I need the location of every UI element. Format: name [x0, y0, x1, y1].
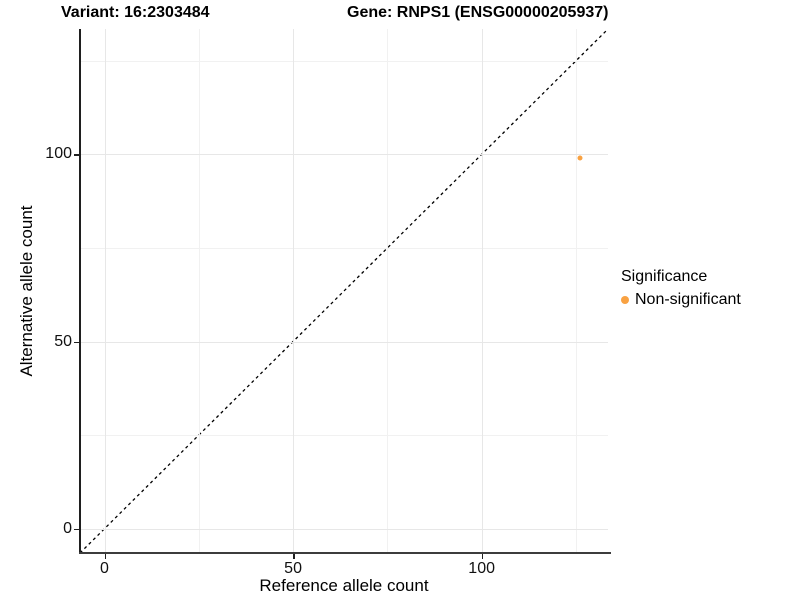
x-major-gridline	[104, 29, 106, 553]
x-major-gridline	[481, 29, 483, 553]
x-tick-label: 0	[100, 560, 109, 577]
legend-point-swatch-icon	[621, 296, 629, 304]
y-tick-label: 0	[63, 519, 72, 537]
x-axis-tick	[293, 554, 295, 559]
y-axis-tick	[74, 528, 79, 531]
y-major-gridline	[80, 154, 608, 156]
x-major-gridline	[293, 29, 295, 553]
y-major-gridline	[80, 528, 608, 530]
legend-item-non-significant: Non-significant	[621, 291, 741, 309]
y-tick-label: 100	[45, 145, 72, 163]
y-tick-label: 50	[54, 332, 72, 350]
x-minor-gridline	[575, 29, 577, 553]
x-tick-label: 100	[468, 560, 496, 577]
x-axis-title: Reference allele count	[259, 576, 429, 595]
x-minor-gridline	[198, 29, 200, 553]
variant-title: Variant: 16:2303484	[61, 4, 210, 21]
y-axis-tick	[74, 154, 79, 156]
identity-reference-line	[80, 29, 608, 553]
scatter-point	[577, 155, 583, 161]
gene-title: Gene: RNPS1 (ENSG00000205937)	[347, 4, 609, 21]
y-minor-gridline	[80, 247, 608, 249]
y-minor-gridline	[80, 60, 608, 62]
y-axis-tick	[74, 341, 79, 344]
plot-panel	[80, 29, 608, 553]
y-minor-gridline	[80, 435, 608, 437]
x-tick-label: 50	[284, 560, 302, 577]
x-axis-tick	[481, 554, 484, 559]
y-axis-title: Alternative allele count	[17, 205, 36, 377]
y-axis-line	[79, 29, 81, 554]
x-axis-tick	[104, 554, 106, 559]
y-major-gridline	[80, 341, 608, 343]
x-axis-line	[79, 552, 611, 554]
legend-title: Significance	[621, 268, 708, 285]
legend: Significance Non-significant	[621, 268, 741, 309]
legend-item-label: Non-significant	[635, 291, 741, 308]
x-minor-gridline	[387, 29, 389, 553]
